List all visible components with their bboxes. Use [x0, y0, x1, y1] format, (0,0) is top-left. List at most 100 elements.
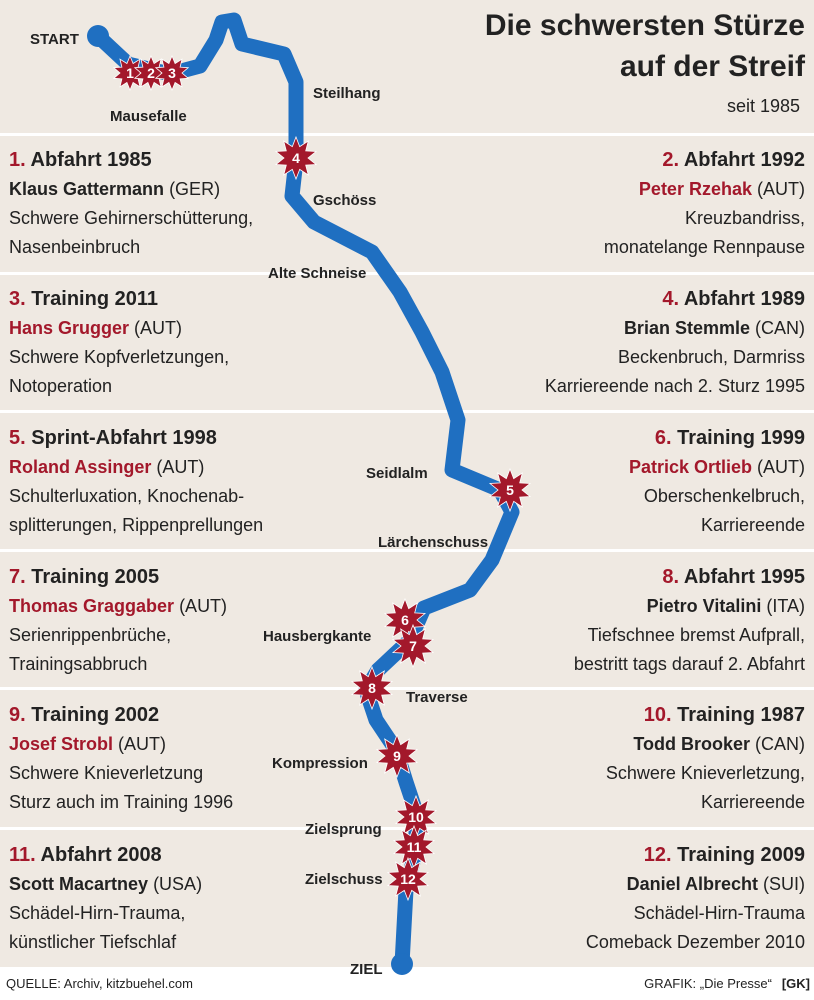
entry-number: 12.: [643, 844, 672, 866]
injury-detail: Sturz auch im Training 1996: [9, 792, 234, 812]
injury-detail: Tiefschnee bremst Aufprall,: [587, 625, 805, 645]
route-label: Hausbergkante: [263, 628, 371, 645]
route-label: Zielsprung: [305, 821, 382, 838]
crash-number: 1: [126, 65, 134, 81]
entry-heading: 4. Abfahrt 1989: [415, 285, 805, 314]
start-dot: [87, 25, 109, 47]
crash-entry: 7. Training 2005 Thomas Graggaber (AUT) Se…: [9, 563, 399, 679]
crash-number: 6: [401, 612, 409, 628]
skier-country: (AUT): [757, 457, 805, 477]
skier-country: (AUT): [757, 179, 805, 199]
entry-event: Abfahrt 2008: [40, 844, 162, 866]
entry-number: 8.: [662, 566, 680, 588]
entry-event: Training 1987: [677, 704, 805, 726]
entry-heading: 9. Training 2002: [9, 701, 399, 730]
route: [90, 12, 520, 972]
route-label: Steilhang: [313, 85, 381, 102]
entry-heading: 1. Abfahrt 1985: [9, 146, 399, 175]
crash-entry: 2. Abfahrt 1992 Peter Rzehak (AUT) Kreuzba…: [415, 146, 805, 262]
skier-name: Peter Rzehak: [638, 179, 752, 199]
injury-detail: Serienrippenbrüche,: [9, 625, 172, 645]
injury-detail: monatelange Rennpause: [603, 237, 805, 257]
skier-country: (USA): [153, 874, 203, 894]
injury-detail: Schwere Knieverletzung: [9, 763, 204, 783]
route-label: ZIEL: [350, 961, 383, 978]
injury-detail: Karriereende: [700, 792, 805, 812]
entry-person: Pietro Vitalini (ITA): [415, 592, 805, 621]
entry-person: Daniel Albrecht (SUI): [415, 870, 805, 899]
crash-entry: 9. Training 2002 Josef Strobl (AUT) Schwer…: [9, 701, 399, 817]
entry-heading: 7. Training 2005: [9, 563, 399, 592]
skier-name: Josef Strobl: [9, 734, 114, 754]
injury-detail: Schädel-Hirn-Trauma,: [9, 903, 186, 923]
entry-person: Todd Brooker (CAN): [415, 730, 805, 759]
crash-star: [488, 467, 532, 513]
crash-entry: 3. Training 2011 Hans Grugger (AUT) Schwer…: [9, 285, 399, 401]
crash-number: 11: [407, 839, 422, 855]
skier-country: (AUT): [179, 596, 228, 616]
route-label: START: [30, 31, 79, 48]
entry-event: Training 2011: [31, 288, 158, 310]
credit: GRAFIK: „Die Presse“: [644, 976, 772, 991]
crash-number: 5: [506, 482, 514, 498]
finish-dot: [391, 953, 413, 975]
entry-number: 4.: [662, 288, 680, 310]
injury-detail: künstlicher Tiefschlaf: [9, 932, 177, 952]
entry-heading: 10. Training 1987: [415, 701, 805, 730]
skier-country: (GER): [169, 179, 221, 199]
crash-entry: 6. Training 1999 Patrick Ortlieb (AUT) Obe…: [415, 424, 805, 540]
crash-entry: 11. Abfahrt 2008 Scott Macartney (USA) Sch…: [9, 841, 399, 957]
entry-event: Abfahrt 1989: [683, 288, 805, 310]
entry-number: 9.: [9, 704, 26, 726]
skier-name: Pietro Vitalini: [646, 596, 762, 616]
injury-detail: Schwere Gehirnerschütterung,: [9, 208, 254, 228]
crash-star: [375, 733, 419, 779]
entry-heading: 12. Training 2009: [415, 841, 805, 870]
crash-number: 4: [292, 150, 300, 166]
entry-heading: 5. Sprint-Abfahrt 1998: [9, 424, 399, 453]
entry-person: Roland Assinger (AUT): [9, 453, 399, 482]
injury-detail: Kreuzbandriss,: [684, 208, 805, 228]
injury-detail: Comeback Dezember 2010: [585, 932, 805, 952]
entry-event: Sprint-Abfahrt 1998: [31, 427, 217, 449]
entry-event: Training 2009: [677, 844, 805, 866]
crash-entry: 8. Abfahrt 1995 Pietro Vitalini (ITA) Tief…: [415, 563, 805, 679]
title: Die schwersten Stürze: [485, 9, 805, 42]
injury-detail: splitterungen, Rippenprellungen: [9, 515, 264, 535]
skier-name: Roland Assinger: [9, 457, 152, 477]
skier-country: (CAN): [755, 318, 805, 338]
entry-person: Scott Macartney (USA): [9, 870, 399, 899]
skier-name: Patrick Ortlieb: [628, 457, 752, 477]
entry-event: Abfahrt 1995: [683, 566, 805, 588]
credit-tag: [GK]: [782, 976, 810, 991]
crash-entry: 1. Abfahrt 1985 Klaus Gattermann (GER) Sch…: [9, 146, 399, 262]
skier-country: (SUI): [763, 874, 805, 894]
entry-number: 1.: [9, 149, 26, 171]
route-label: Gschöss: [313, 192, 376, 209]
crash-entry: 5. Sprint-Abfahrt 1998 Roland Assinger (A…: [9, 424, 399, 540]
crash-star: [386, 856, 430, 902]
skier-country: (ITA): [766, 596, 805, 616]
injury-detail: Schulterluxation, Knochenab-: [9, 486, 245, 506]
crash-number: 12: [400, 871, 416, 887]
skier-country: (CAN): [755, 734, 805, 754]
injury-detail: Schädel-Hirn-Trauma: [633, 903, 805, 923]
entry-person: Peter Rzehak (AUT): [415, 175, 805, 204]
injury-detail: Notoperation: [9, 376, 113, 396]
skier-name: Daniel Albrecht: [626, 874, 758, 894]
injury-detail: Nasenbeinbruch: [9, 237, 141, 257]
route-label: Alte Schneise: [268, 265, 366, 282]
route-label: Seidlalm: [366, 465, 428, 482]
entry-number: 3.: [9, 288, 26, 310]
route-label: Kompression: [272, 755, 368, 772]
crash-star: [154, 54, 190, 92]
skier-name: Klaus Gattermann: [9, 179, 165, 199]
entry-event: Training 2002: [31, 704, 160, 726]
skier-name: Todd Brooker: [633, 734, 750, 754]
injury-detail: Karriereende: [700, 515, 805, 535]
entry-person: Josef Strobl (AUT): [9, 730, 399, 759]
crash-entry: 4. Abfahrt 1989 Brian Stemmle (CAN) Becken…: [415, 285, 805, 401]
entry-heading: 11. Abfahrt 2008: [9, 841, 399, 870]
